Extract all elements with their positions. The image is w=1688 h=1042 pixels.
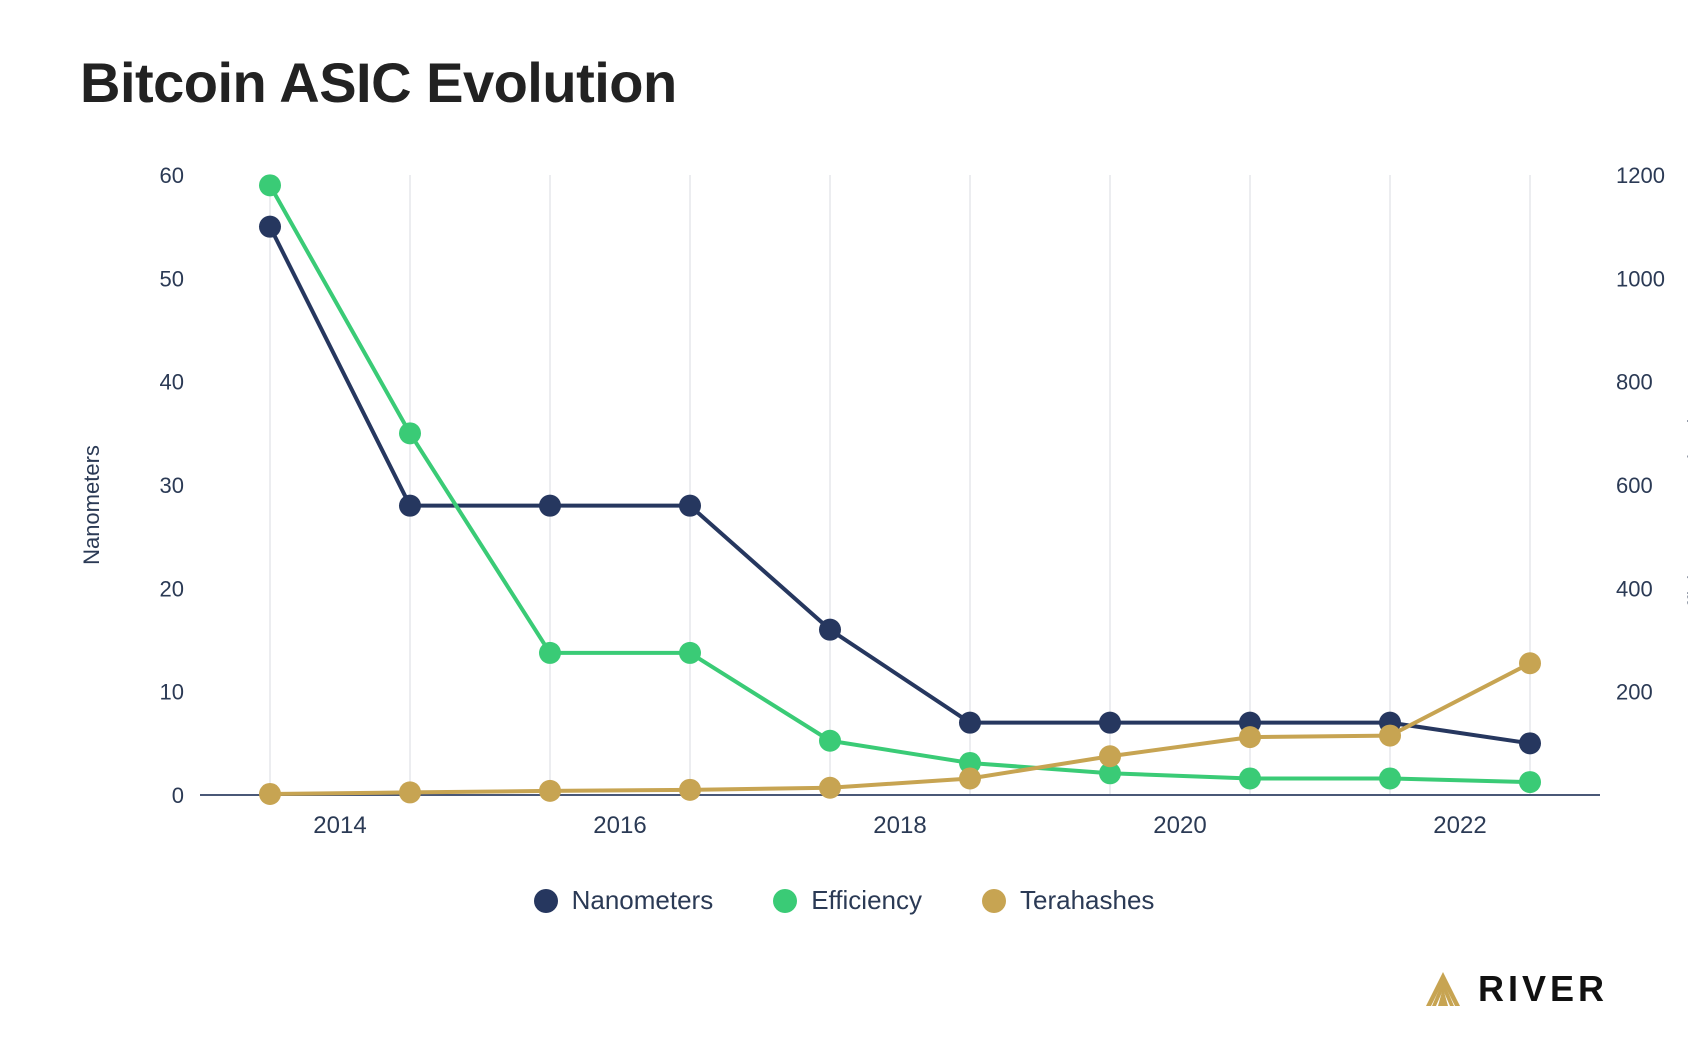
page-container: Bitcoin ASIC Evolution Nanometers Effici…: [0, 0, 1688, 1042]
series-marker-nanometers: [1519, 732, 1541, 754]
series-marker-terahashes: [679, 779, 701, 801]
series-marker-terahashes: [959, 767, 981, 789]
series-marker-terahashes: [259, 783, 281, 805]
series-marker-nanometers: [819, 619, 841, 641]
series-marker-terahashes: [399, 781, 421, 803]
series-marker-nanometers: [1099, 712, 1121, 734]
y-right-tick-label: 400: [1616, 576, 1653, 601]
series-marker-terahashes: [1239, 726, 1261, 748]
y-left-tick-label: 0: [172, 783, 184, 808]
series-marker-efficiency: [679, 642, 701, 664]
series-marker-efficiency: [539, 642, 561, 664]
legend-dot-icon: [534, 889, 558, 913]
series-marker-nanometers: [539, 495, 561, 517]
brand-logo: RIVER: [1422, 968, 1608, 1010]
chart-title: Bitcoin ASIC Evolution: [80, 50, 1608, 115]
y-left-tick-label: 20: [160, 576, 184, 601]
series-marker-nanometers: [259, 216, 281, 238]
series-marker-terahashes: [1519, 652, 1541, 674]
chart-area: Nanometers Efficiency & Terahashes 0 10 20…: [80, 155, 1688, 855]
series-marker-efficiency: [1239, 767, 1261, 789]
x-tick-label: 2018: [873, 812, 926, 839]
series-marker-terahashes: [1099, 745, 1121, 767]
series-marker-efficiency: [819, 730, 841, 752]
line-chart-svg: 0 10 20 30 40 50 60 200 400 600 800 1000 1200 2014 201…: [80, 155, 1688, 855]
y-left-tick-label: 10: [160, 680, 184, 705]
legend-label: Terahashes: [1020, 885, 1154, 916]
y-left-tick-label: 50: [160, 266, 184, 291]
y-right-tick-label: 1000: [1616, 266, 1665, 291]
y-axis-right-label: Efficiency & Terahashes: [1684, 388, 1688, 622]
y-right-tick-label: 200: [1616, 680, 1653, 705]
x-tick-label: 2022: [1433, 812, 1486, 839]
y-left-tick-label: 30: [160, 473, 184, 498]
series-marker-terahashes: [1379, 725, 1401, 747]
legend-dot-icon: [773, 889, 797, 913]
x-tick-label: 2020: [1153, 812, 1206, 839]
legend-item-terahashes: Terahashes: [982, 885, 1154, 916]
series-marker-nanometers: [679, 495, 701, 517]
y-right-tick-label: 800: [1616, 370, 1653, 395]
legend-label: Efficiency: [811, 885, 922, 916]
y-left-tick-label: 60: [160, 163, 184, 188]
series-marker-terahashes: [819, 777, 841, 799]
series-marker-nanometers: [959, 712, 981, 734]
river-icon: [1422, 968, 1464, 1010]
y-axis-left-label: Nanometers: [79, 445, 105, 565]
x-tick-label: 2014: [313, 812, 366, 839]
legend-item-efficiency: Efficiency: [773, 885, 922, 916]
series-marker-terahashes: [539, 780, 561, 802]
legend-item-nanometers: Nanometers: [534, 885, 714, 916]
legend-dot-icon: [982, 889, 1006, 913]
legend-label: Nanometers: [572, 885, 714, 916]
chart-legend: Nanometers Efficiency Terahashes: [80, 885, 1608, 916]
series-line-terahashes: [270, 663, 1530, 794]
y-left-tick-label: 40: [160, 370, 184, 395]
brand-name: RIVER: [1478, 968, 1608, 1010]
series-marker-efficiency: [399, 422, 421, 444]
series-marker-efficiency: [259, 174, 281, 196]
series-line-efficiency: [270, 185, 1530, 782]
y-right-tick-label: 600: [1616, 473, 1653, 498]
series-marker-efficiency: [1519, 771, 1541, 793]
x-tick-label: 2016: [593, 812, 646, 839]
series-marker-efficiency: [1379, 767, 1401, 789]
series-line-nanometers: [270, 227, 1530, 744]
series-marker-nanometers: [399, 495, 421, 517]
y-right-tick-label: 1200: [1616, 163, 1665, 188]
